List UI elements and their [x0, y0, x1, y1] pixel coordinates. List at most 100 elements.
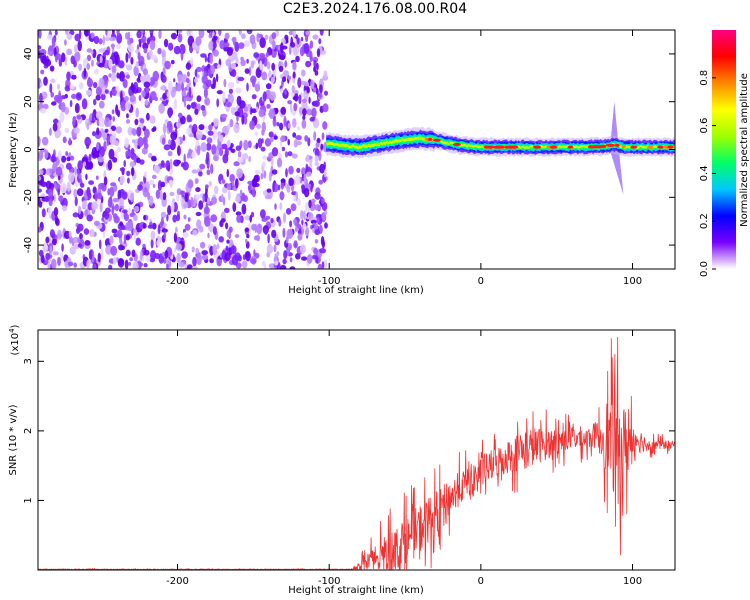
spectrogram-noise-cell — [319, 163, 326, 174]
spectrogram-noise-cell — [296, 167, 301, 173]
snr-y-multiplier: (x104) — [8, 324, 21, 355]
spectrogram-noise-cell — [72, 116, 77, 123]
colorbar-tick-label: 0.2 — [699, 213, 710, 229]
spectrogram-noise-cell — [98, 182, 105, 190]
x-tick-label: -100 — [318, 576, 341, 587]
spectrogram-noise-cell — [49, 168, 53, 174]
spectrogram-noise-cell — [142, 222, 147, 229]
spectrogram-noise-cell — [321, 213, 326, 221]
spectrogram-noise-cell — [208, 180, 212, 187]
x-tick-label: 100 — [623, 576, 642, 587]
spectrogram-noise-cell — [261, 129, 265, 136]
spectrogram-noise-cell — [52, 118, 59, 124]
spectrogram-noise-cell — [250, 108, 258, 113]
spectrogram-noise-cell — [245, 251, 251, 262]
spectrogram-noise-cell — [310, 79, 315, 90]
spectrogram-noise-cell — [322, 121, 328, 130]
spectrogram-noise-cell — [229, 173, 235, 183]
spectrogram-noise-cell — [235, 211, 242, 216]
spectrogram-noise-cell — [286, 228, 294, 239]
spectrogram-noise-cell — [209, 258, 214, 264]
spectrogram-noise-cell — [151, 155, 157, 161]
spectrogram-noise-cell — [224, 147, 229, 158]
spectrogram-noise-cell — [264, 194, 272, 200]
spectrogram-noise-cell — [297, 77, 302, 89]
spectrogram-noise-cell — [304, 135, 309, 142]
spectrogram-noise-cell — [108, 148, 115, 160]
spectrogram-noise-cell — [242, 153, 249, 160]
spectrogram-noise-cell — [292, 44, 300, 56]
spectrogram-noise-cell — [276, 251, 280, 256]
y-tick-label: 40 — [23, 48, 34, 61]
spectrogram-noise-cell — [69, 246, 77, 255]
spectrogram-noise-cell — [211, 129, 218, 140]
spectrogram-noise-cell — [127, 44, 135, 53]
spectrogram-noise-cell — [60, 102, 66, 113]
spectrogram-noise-cell — [186, 83, 189, 92]
spectrogram-noise-cell — [254, 170, 261, 175]
spectrogram-noise-cell — [226, 183, 232, 191]
spectrogram-noise-cell — [292, 30, 297, 38]
spectrogram-noise-cell — [231, 36, 237, 43]
spectrogram-noise-cell — [92, 131, 96, 137]
spectrogram-noise-cell — [324, 222, 328, 229]
spectrogram-noise-cell — [207, 232, 210, 239]
spectrogram-noise-cell — [180, 49, 184, 61]
spectrogram-noise-cell — [297, 229, 302, 235]
spectrogram-noise-cell — [166, 263, 169, 269]
colorbar-tick-label: 0.8 — [699, 70, 710, 86]
spectrogram-noise-cell — [243, 40, 250, 48]
spectrogram-noise-cell — [319, 248, 326, 254]
spectrogram-noise-cell — [137, 52, 141, 61]
spectrogram-noise-cell — [222, 179, 226, 184]
spectrogram-noise-cell — [109, 129, 113, 135]
spectrogram-noise-cell — [213, 49, 219, 57]
spectrogram-noise-cell — [108, 58, 113, 69]
spectrogram-noise-cell — [127, 36, 131, 46]
spectrogram-noise-cell — [168, 42, 174, 51]
spectrogram-noise-cell — [318, 38, 322, 45]
spectrogram-noise-cell — [77, 160, 83, 171]
spectrogram-noise-cell — [260, 146, 266, 152]
spectrogram-noise-cell — [256, 223, 263, 235]
spectrogram-noise-cell — [303, 173, 307, 184]
spectrogram-noise-cell — [221, 113, 228, 119]
spectrogram-noise-cell — [175, 226, 178, 233]
spectrogram-noise-cell — [51, 238, 57, 246]
spectrogram-noise-cell — [135, 157, 141, 164]
spectrogram-noise-cell — [116, 109, 121, 118]
spectrogram-noise-cell — [91, 201, 98, 210]
spectrogram-noise-cell — [170, 201, 175, 212]
spectrogram-noise-cell — [233, 161, 240, 167]
spectrogram-noise-cell — [316, 217, 320, 224]
spectrogram-noise-cell — [131, 208, 135, 216]
spectrogram-noise-cell — [298, 94, 302, 105]
spectrogram-noise-cell — [300, 210, 304, 220]
spectrogram-noise-cell — [181, 74, 188, 83]
spectrogram-noise-cell — [61, 155, 67, 163]
spectrogram-noise-cell — [110, 125, 117, 132]
spectrogram-noise-cell — [142, 187, 149, 198]
spectrogram-noise-cell — [314, 229, 321, 236]
spectrogram-noise-cell — [124, 259, 129, 269]
spectrogram-noise-cell — [163, 38, 169, 48]
spectrogram-noise-cell — [219, 40, 225, 50]
spectrogram-noise-cell — [88, 180, 94, 186]
spectrogram-noise-cell — [69, 100, 73, 108]
spectrogram-noise-cell — [47, 51, 54, 55]
spectrogram-noise-cell — [238, 42, 245, 49]
spectrogram-noise-cell — [232, 202, 237, 213]
spectrogram-noise-cell — [256, 234, 261, 242]
spectrogram-noise-cell — [287, 151, 293, 157]
spectrogram-noise-cell — [111, 72, 117, 82]
spectrogram-peak-cell — [452, 142, 461, 147]
spectrogram-noise-cell — [38, 45, 42, 50]
spectrogram-noise-cell — [198, 200, 204, 210]
spectrogram-noise-cell — [195, 211, 202, 217]
spectrogram-noise-cell — [159, 190, 163, 201]
spectrogram-noise-cell — [74, 166, 78, 176]
spectrogram-noise-cell — [38, 150, 44, 160]
spectrogram-noise-cell — [206, 151, 210, 162]
spectrogram-noise-cell — [88, 249, 93, 260]
spectrogram-noise-cell — [178, 261, 185, 268]
